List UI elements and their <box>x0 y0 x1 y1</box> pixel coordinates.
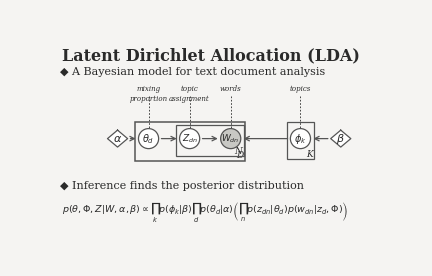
Text: ◆ A Bayesian model for text document analysis: ◆ A Bayesian model for text document ana… <box>60 67 325 77</box>
Text: mixing
proportion: mixing proportion <box>130 86 168 103</box>
Text: $W_{dn}$: $W_{dn}$ <box>222 132 240 145</box>
Text: $Z_{dn}$: $Z_{dn}$ <box>181 132 197 145</box>
Circle shape <box>221 129 241 148</box>
Polygon shape <box>330 130 351 147</box>
Bar <box>135 123 245 161</box>
Text: topics: topics <box>290 86 311 94</box>
Text: $\theta_d$: $\theta_d$ <box>143 132 155 145</box>
Bar <box>286 123 314 160</box>
Text: $\beta$: $\beta$ <box>337 132 345 146</box>
Text: $p(\theta,\Phi,Z|W,\alpha,\beta)\propto\prod_k p(\phi_k|\beta)\prod_d p(\theta_d: $p(\theta,\Phi,Z|W,\alpha,\beta)\propto\… <box>62 201 348 225</box>
Circle shape <box>139 129 159 148</box>
Text: K: K <box>306 150 313 159</box>
Text: Latent Dirichlet Allocation (LDA): Latent Dirichlet Allocation (LDA) <box>62 47 359 64</box>
Circle shape <box>180 129 200 148</box>
Text: D: D <box>237 151 244 160</box>
Polygon shape <box>108 130 127 147</box>
Text: $\alpha$: $\alpha$ <box>113 134 122 144</box>
Text: words: words <box>220 86 241 94</box>
Text: topic
assignment: topic assignment <box>169 86 210 103</box>
Text: ◆ Inference finds the posterior distribution: ◆ Inference finds the posterior distribu… <box>60 181 304 191</box>
Bar <box>176 125 244 156</box>
Circle shape <box>290 129 311 148</box>
Text: $\phi_k$: $\phi_k$ <box>294 132 307 146</box>
Text: N: N <box>235 147 242 156</box>
